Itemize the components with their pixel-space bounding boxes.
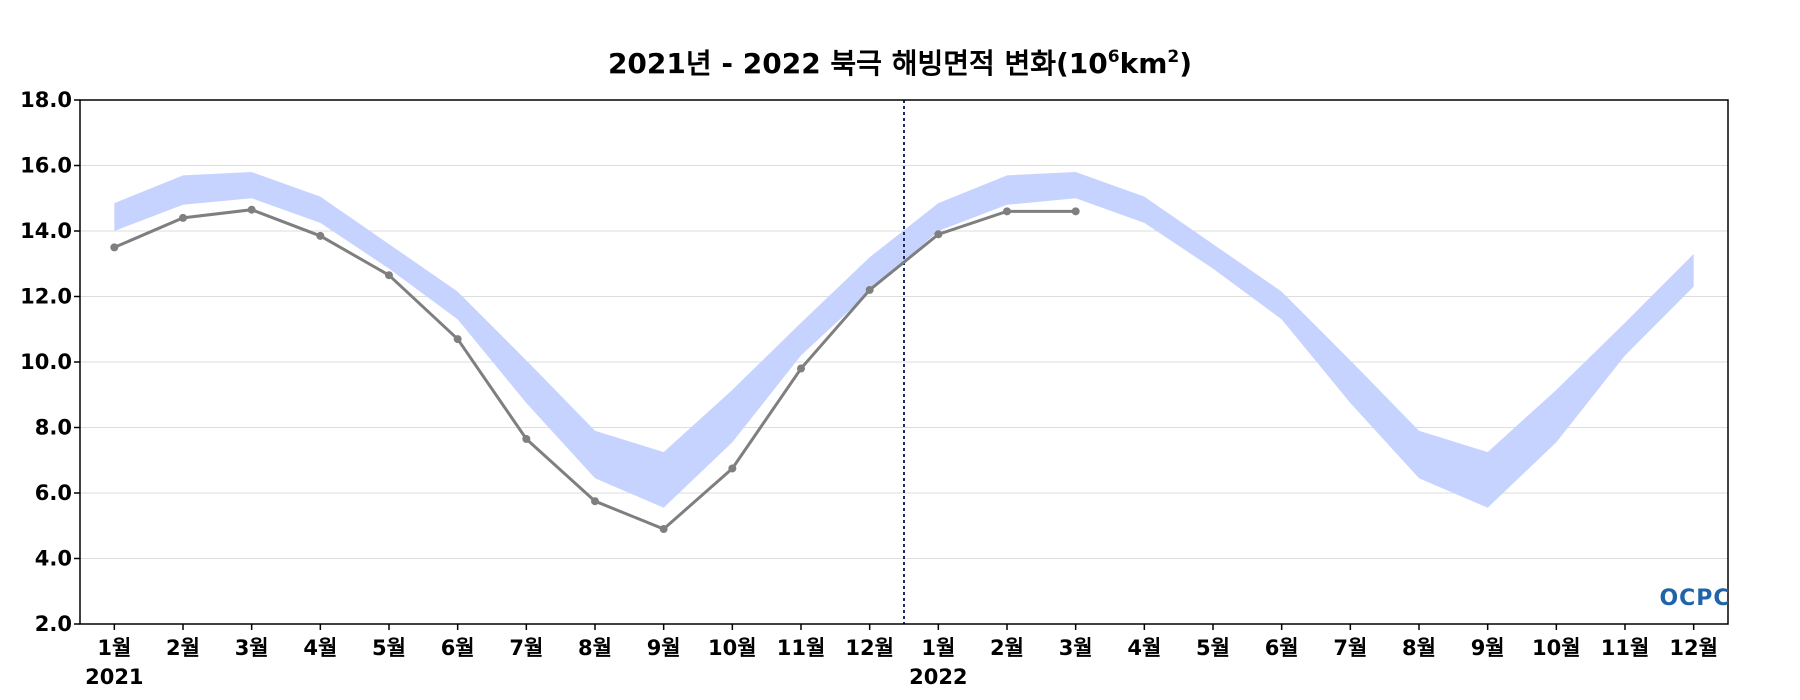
chart-title: 2021년 - 2022 북극 해빙면적 변화(106km2) — [608, 47, 1192, 80]
xtick-label-10: 11월 — [777, 636, 826, 660]
xtick-label-18: 7월 — [1333, 636, 1367, 660]
data-point-1 — [179, 213, 187, 222]
xtick-label-22: 11월 — [1601, 636, 1650, 660]
xtick-label-0: 1월 — [97, 636, 131, 660]
data-point-14 — [1071, 207, 1080, 216]
data-point-9 — [728, 464, 737, 473]
data-point-4 — [385, 271, 393, 280]
data-point-5 — [453, 335, 462, 344]
xtick-label-9: 10월 — [708, 636, 757, 660]
xtick-label-13: 2월 — [990, 636, 1024, 660]
xtick-label-15: 4월 — [1127, 636, 1161, 660]
data-point-6 — [522, 434, 531, 443]
data-point-13 — [1003, 207, 1011, 216]
ytick-label-6: 14.0 — [20, 219, 72, 243]
year-label-1: 2022 — [909, 665, 967, 689]
data-point-7 — [591, 497, 599, 506]
xtick-label-7: 8월 — [578, 636, 612, 660]
xtick-label-14: 3월 — [1059, 636, 1093, 660]
plot-area: 2.0 4.0 6.0 8.0 10.0 12.0 14.0 16.0 18.0 1월 2월 3월 4월… — [20, 88, 1729, 689]
data-point-10 — [797, 364, 805, 373]
ocpc-logo: OCPC — [1659, 586, 1730, 611]
data-point-2 — [247, 205, 256, 214]
data-point-0 — [110, 243, 119, 252]
xtick-label-19: 8월 — [1402, 636, 1436, 660]
xtick-label-11: 12월 — [845, 636, 894, 660]
ytick-label-2: 6.0 — [35, 481, 72, 505]
xtick-label-4: 5월 — [372, 636, 406, 660]
chart-title-sup2: 2 — [1167, 47, 1179, 67]
ytick-label-4: 10.0 — [20, 350, 72, 374]
xtick-label-20: 9월 — [1471, 636, 1505, 660]
xtick-label-17: 6월 — [1265, 636, 1299, 660]
chart-title-mid: km — [1120, 47, 1168, 80]
year-label-0: 2021 — [85, 665, 143, 689]
xtick-label-16: 5월 — [1196, 636, 1230, 660]
chart-title-end: ) — [1179, 47, 1192, 80]
xtick-label-23: 12월 — [1669, 636, 1718, 660]
data-point-11 — [865, 285, 874, 294]
data-point-12 — [934, 230, 943, 239]
xtick-label-1: 2월 — [166, 636, 200, 660]
ytick-label-0: 2.0 — [35, 612, 72, 636]
ytick-label-1: 4.0 — [35, 547, 72, 571]
data-point-8 — [659, 525, 668, 534]
xtick-label-5: 6월 — [441, 636, 475, 660]
xtick-label-8: 9월 — [647, 636, 681, 660]
ytick-label-5: 12.0 — [20, 285, 72, 309]
ytick-label-3: 8.0 — [35, 416, 72, 440]
xtick-label-21: 10월 — [1532, 636, 1581, 660]
xtick-label-3: 4월 — [303, 636, 337, 660]
chart-title-main: 2021년 - 2022 북극 해빙면적 변화(10 — [608, 47, 1108, 80]
sea-ice-line — [113, 208, 1076, 531]
xtick-label-12: 1월 — [921, 636, 955, 660]
ytick-label-7: 16.0 — [20, 154, 72, 178]
data-point-3 — [316, 231, 325, 240]
xtick-label-2: 3월 — [235, 636, 269, 660]
xtick-label-6: 7월 — [509, 636, 543, 660]
chart-title-sup1: 6 — [1108, 47, 1120, 67]
ytick-label-8: 18.0 — [20, 88, 72, 112]
